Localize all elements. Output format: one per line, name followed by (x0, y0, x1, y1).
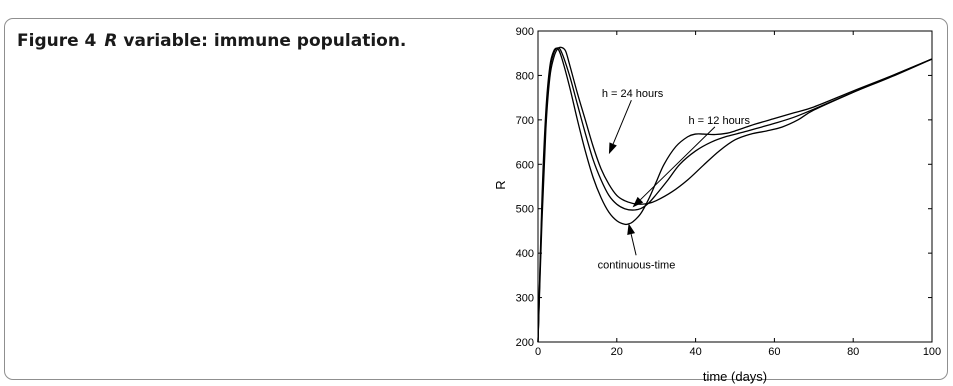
y-tick-label: 800 (516, 70, 534, 82)
annotation-arrowhead (627, 223, 636, 235)
x-tick-label: 80 (847, 346, 859, 358)
annotation-label: h = 24 hours (602, 88, 664, 100)
x-axis-label: time (days) (703, 369, 767, 384)
y-tick-label: 400 (516, 248, 534, 260)
chart-axes: 0 20 40 60 80 100 200 300 400 500 600 700 800 900 (516, 26, 942, 358)
annotation-arrowhead (632, 196, 644, 208)
caption-text: variable: immune population. (123, 31, 407, 51)
y-tick-label: 600 (516, 159, 534, 171)
plot-box (537, 30, 933, 343)
series-line-h-12-hours (537, 47, 933, 343)
series-line-continuous-time (537, 47, 933, 343)
annotation-arrow-line (640, 126, 716, 201)
y-tick-label: 900 (516, 26, 534, 38)
y-tick-label: 700 (516, 115, 534, 127)
annotation-arrow-line (630, 233, 637, 256)
y-tick-label: 300 (516, 293, 534, 305)
caption-symbol: R (104, 31, 118, 51)
x-tick-label: 60 (768, 346, 780, 358)
annotation-arrow-line (612, 100, 632, 145)
x-tick-label: 0 (535, 346, 541, 358)
caption-label: Figure 4 (17, 31, 97, 51)
figure-caption: Figure 4 R variable: immune population. (17, 31, 406, 51)
y-axis-label: R (493, 180, 508, 189)
annotation-label: continuous-time (598, 259, 676, 271)
x-tick-label: 40 (689, 346, 701, 358)
y-tick-label: 200 (516, 337, 534, 349)
series-layer (537, 46, 933, 343)
x-tick-label: 20 (611, 346, 623, 358)
series-line-h-24-hours (537, 46, 933, 343)
annotation-layer: h = 24 hours h = 12 hours continuous-time (598, 88, 751, 271)
x-tick-label: 100 (923, 346, 941, 358)
y-tick-label: 500 (516, 204, 534, 216)
figure-frame (4, 18, 948, 380)
annotation-arrowhead (608, 142, 617, 155)
annotation-label: h = 12 hours (689, 115, 751, 127)
